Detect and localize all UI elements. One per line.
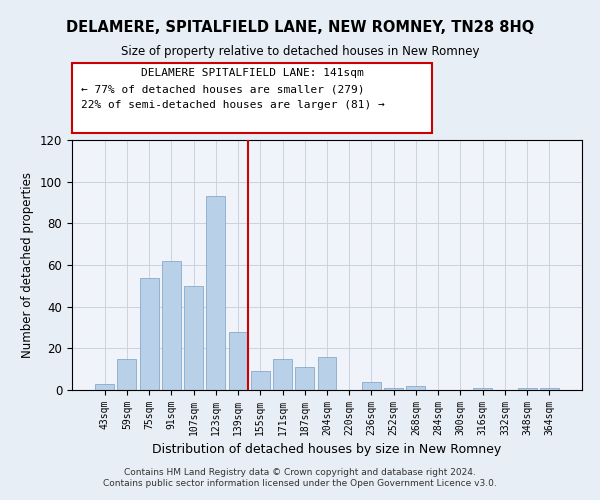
Bar: [295, 367, 314, 390]
Bar: [362, 382, 381, 390]
Text: ← 77% of detached houses are smaller (279): ← 77% of detached houses are smaller (27…: [81, 84, 365, 94]
Bar: [95, 384, 114, 390]
Text: Size of property relative to detached houses in New Romney: Size of property relative to detached ho…: [121, 45, 479, 58]
Bar: [184, 286, 203, 390]
Bar: [317, 356, 337, 390]
Y-axis label: Number of detached properties: Number of detached properties: [22, 172, 34, 358]
Bar: [384, 388, 403, 390]
Bar: [162, 261, 181, 390]
Bar: [206, 196, 225, 390]
Text: DELAMERE SPITALFIELD LANE: 141sqm: DELAMERE SPITALFIELD LANE: 141sqm: [140, 68, 364, 78]
Bar: [251, 371, 270, 390]
Bar: [540, 388, 559, 390]
Text: DELAMERE, SPITALFIELD LANE, NEW ROMNEY, TN28 8HQ: DELAMERE, SPITALFIELD LANE, NEW ROMNEY, …: [66, 20, 534, 35]
Text: 22% of semi-detached houses are larger (81) →: 22% of semi-detached houses are larger (…: [81, 100, 385, 110]
Bar: [473, 388, 492, 390]
Bar: [140, 278, 158, 390]
Bar: [118, 359, 136, 390]
Bar: [406, 386, 425, 390]
Bar: [229, 332, 248, 390]
Bar: [518, 388, 536, 390]
Bar: [273, 359, 292, 390]
X-axis label: Distribution of detached houses by size in New Romney: Distribution of detached houses by size …: [152, 444, 502, 456]
Text: Contains HM Land Registry data © Crown copyright and database right 2024.
Contai: Contains HM Land Registry data © Crown c…: [103, 468, 497, 487]
